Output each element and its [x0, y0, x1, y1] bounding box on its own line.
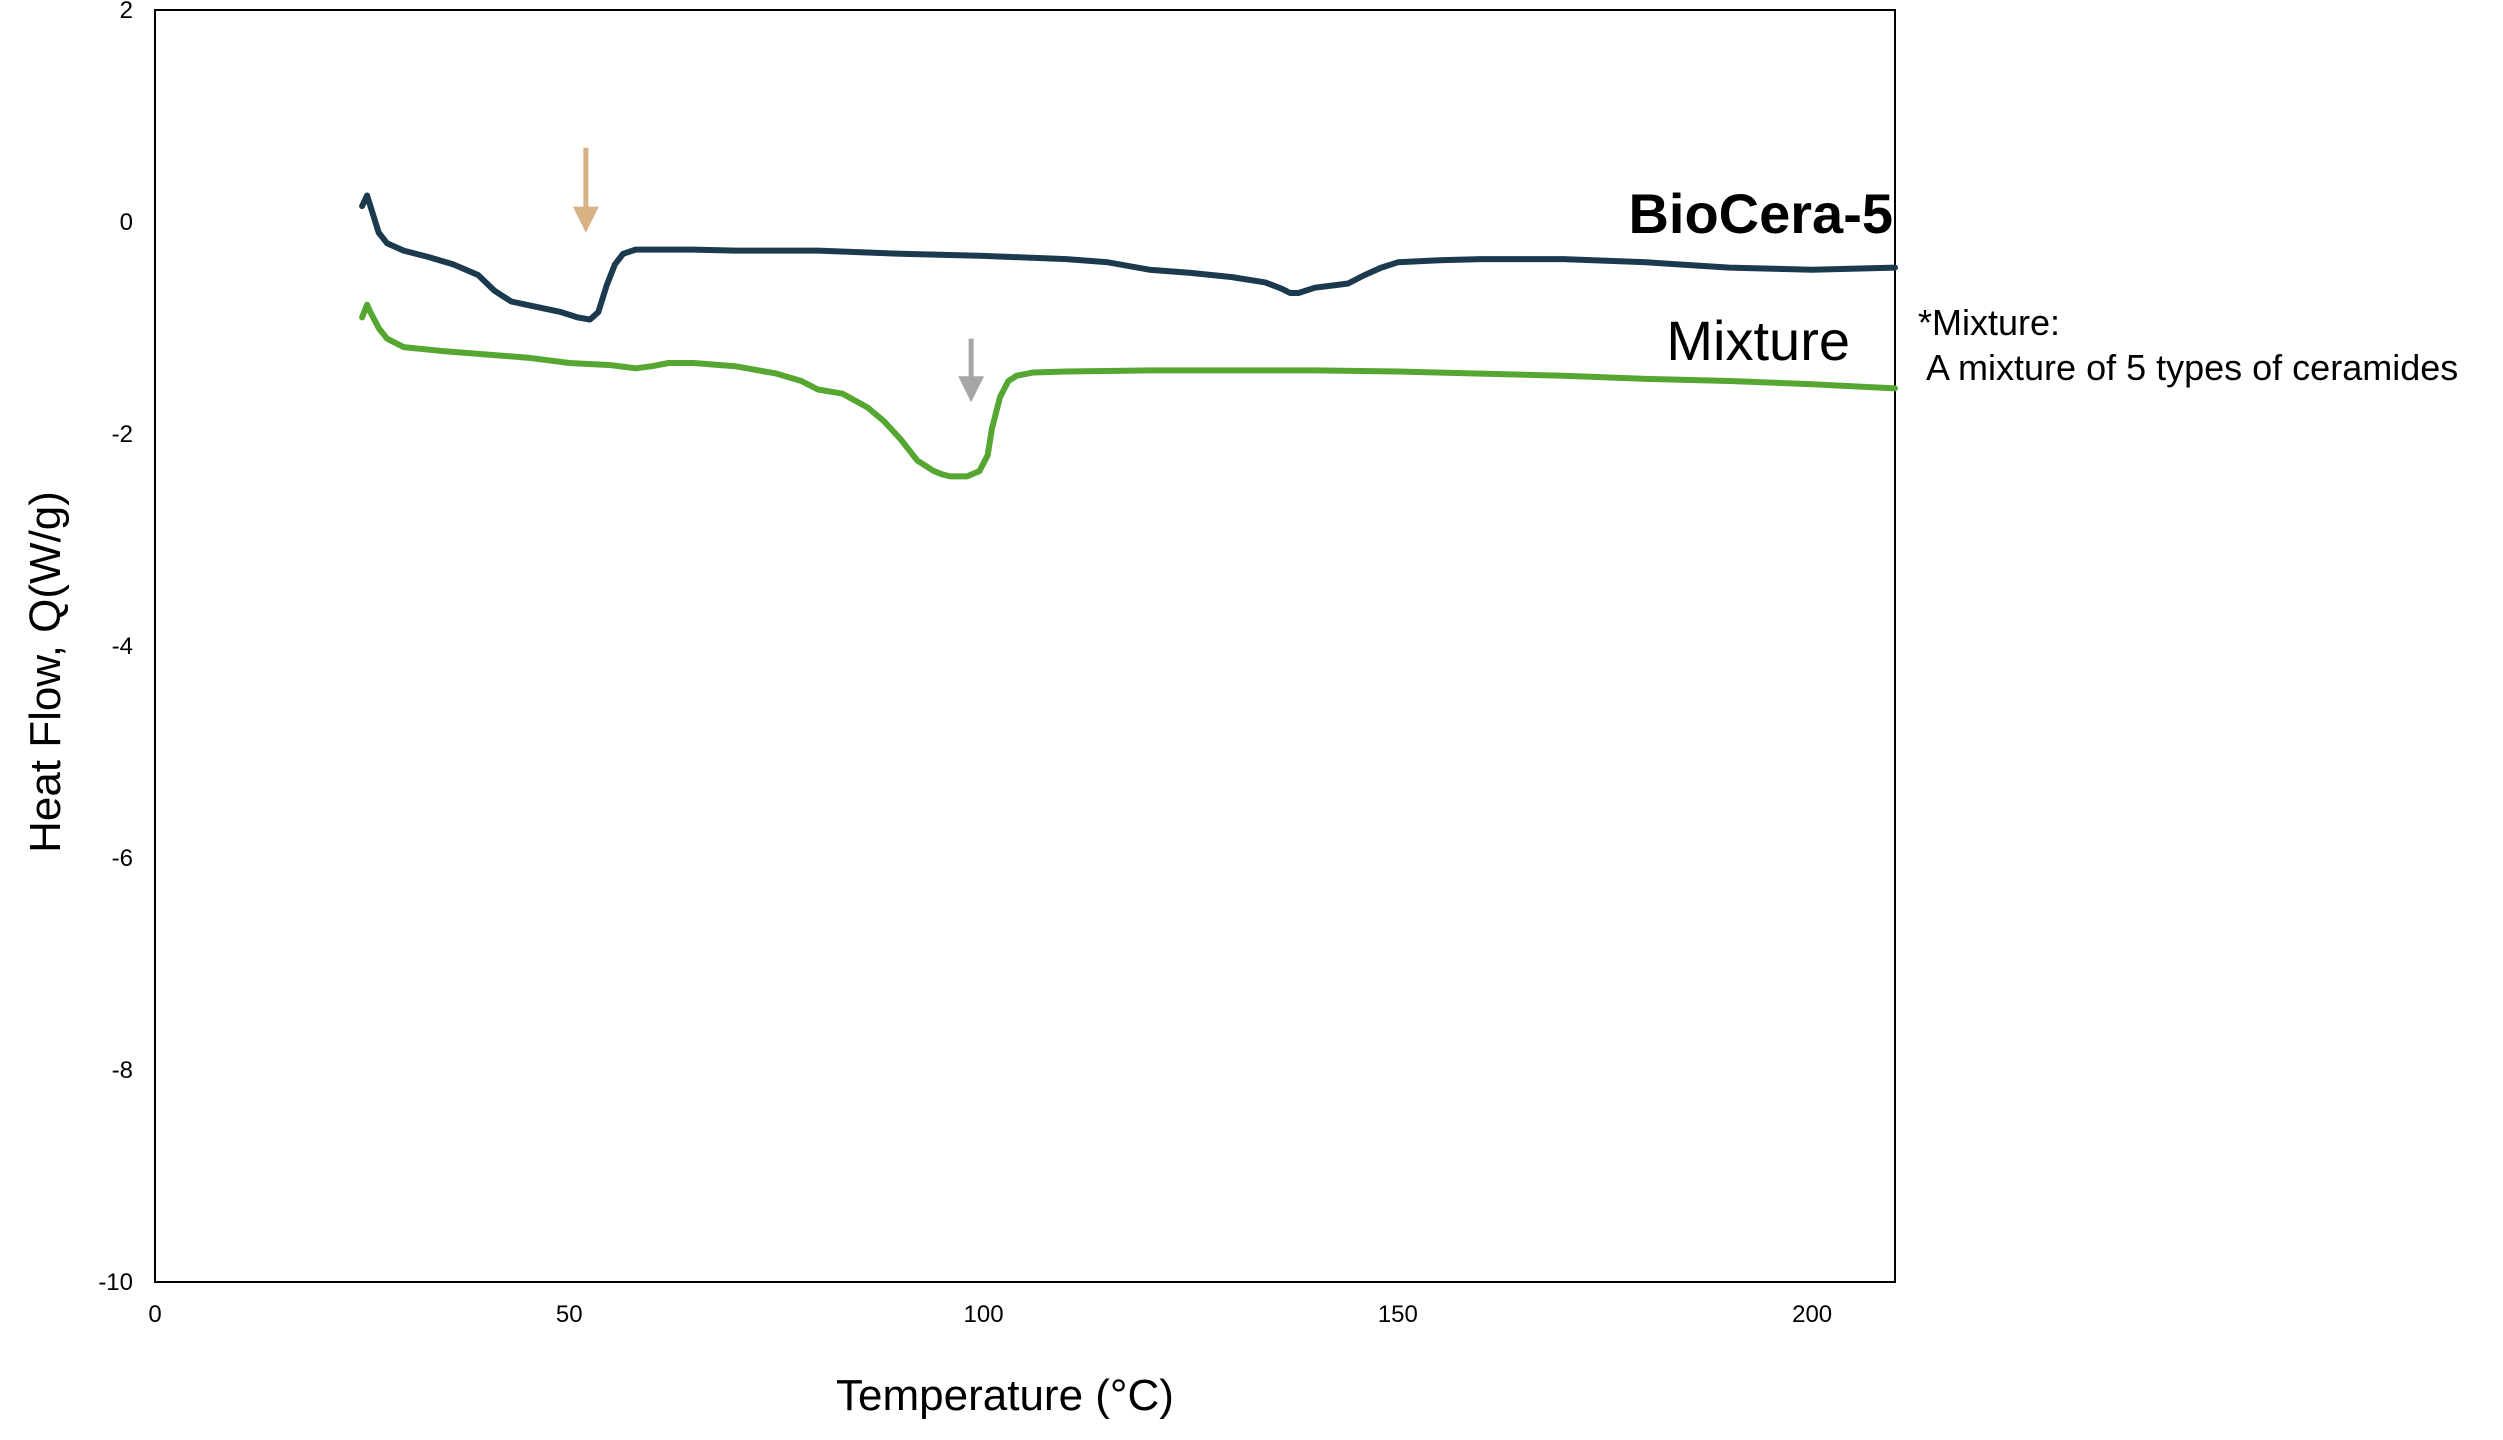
biocera-arrow-head	[572, 206, 599, 233]
series-line-mixture	[359, 301, 1898, 480]
y-tick-label: -8	[112, 1057, 133, 1084]
x-tick-label: 100	[964, 1301, 1004, 1328]
x-tick-label: 50	[556, 1301, 583, 1328]
x-axis-ticks: 0 50 100 150 200	[148, 1301, 1832, 1328]
plot-area-frame	[154, 9, 1896, 1283]
series-label-mixture: Mixture	[1666, 309, 1850, 372]
y-tick-label: 2	[120, 0, 133, 24]
series-label-biocera-5: BioCera-5	[1628, 182, 1893, 245]
y-axis-title: Heat Flow, Q(W/g)	[21, 491, 70, 853]
y-tick-label: -2	[112, 421, 133, 448]
y-tick-label: 0	[120, 209, 133, 236]
series-layer	[359, 192, 1898, 480]
y-tick-label: -4	[112, 633, 133, 660]
y-tick-label: -6	[112, 845, 133, 872]
annotation-layer	[572, 147, 985, 403]
x-tick-label: 150	[1378, 1301, 1418, 1328]
mixture-arrow-head	[958, 376, 985, 403]
x-tick-label: 0	[148, 1301, 161, 1328]
note-line-1: *Mixture:	[1918, 302, 2060, 343]
x-tick-label: 200	[1792, 1301, 1832, 1328]
y-axis-ticks: 2 0 -2 -4 -6 -8 -10	[98, 0, 133, 1296]
series-line-biocera-5	[359, 192, 1898, 323]
y-tick-label: -10	[98, 1269, 133, 1296]
note-line-2: A mixture of 5 types of ceramides	[1918, 347, 2458, 388]
x-axis-title: Temperature (°C)	[836, 1371, 1174, 1420]
